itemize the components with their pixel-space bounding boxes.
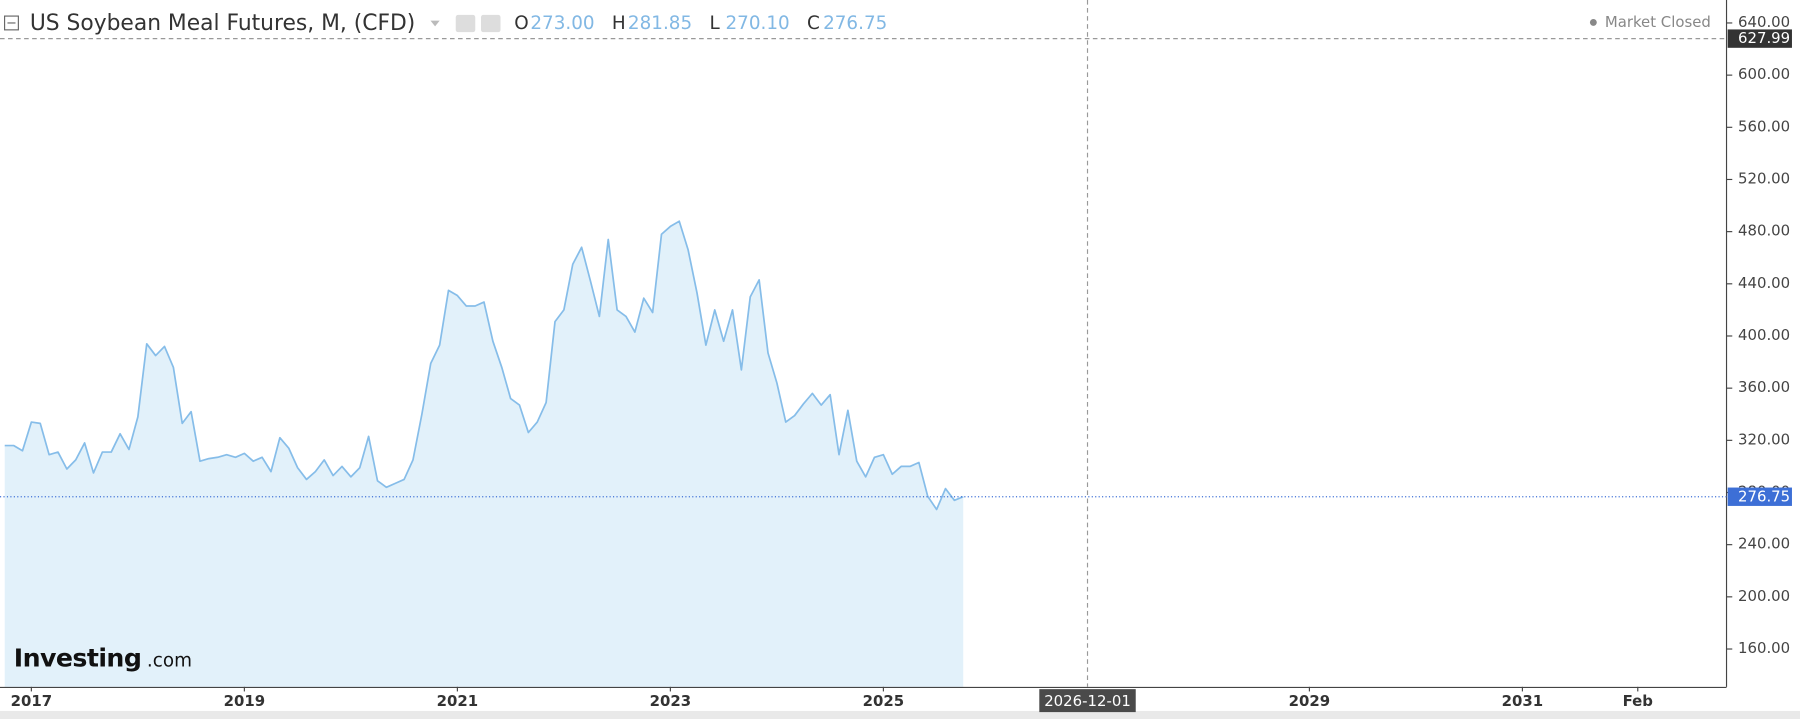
x-tick-label: 2021	[437, 692, 478, 710]
y-tick-label: 320.00	[1738, 430, 1790, 448]
ohlc-value: 281.85	[628, 13, 692, 34]
logo: Investing .com	[14, 643, 192, 672]
x-tick-label: Feb	[1623, 692, 1653, 710]
eye-icon[interactable]	[455, 14, 476, 33]
ohlc: O 273.00 H 281.85 L 270.10 C 276.75	[514, 13, 887, 34]
y-tick-label: 520.00	[1738, 169, 1790, 187]
logo-brand: Investing	[14, 643, 142, 672]
ohlc-key: O	[514, 13, 528, 34]
chart-title: US Soybean Meal Futures, M, (CFD)	[30, 11, 415, 36]
y-tick-label: 400.00	[1738, 326, 1790, 344]
plot	[4, 220, 964, 687]
x-tick-label: 2029	[1289, 692, 1330, 710]
last-price-box	[1727, 487, 1792, 506]
x-tick-label: 2019	[224, 692, 265, 710]
crosshair-y-label: 627.99	[1738, 29, 1790, 47]
x-tick-label: 2017	[11, 692, 52, 710]
crosshair-x-box	[1039, 689, 1136, 713]
y-tick-label: 560.00	[1738, 117, 1790, 135]
scrollbar	[0, 710, 1800, 719]
y-tick-label: 440.00	[1738, 274, 1790, 292]
ohlc-key: H	[612, 13, 626, 34]
y-tick-label: 360.00	[1738, 378, 1790, 396]
ohlc-value: 270.10	[726, 13, 790, 34]
ohlc-value: 276.75	[823, 13, 887, 34]
logo-suffix: .com	[147, 651, 192, 672]
ohlc-value: 273.00	[530, 13, 594, 34]
y-tick-label: 200.00	[1738, 587, 1790, 605]
status-dot	[1589, 18, 1597, 26]
ohlc-key: C	[807, 13, 820, 34]
header: US Soybean Meal Futures, M, (CFD) O 273.0…	[4, 11, 1711, 36]
last-price-label: 276.75	[1738, 487, 1790, 505]
crosshair-x-label: 2026-12-01	[1044, 692, 1131, 710]
y-tick-label: 480.00	[1738, 222, 1790, 240]
y-tick-label: 640.00	[1738, 13, 1790, 31]
settings-icon[interactable]	[480, 14, 501, 33]
market-status: Market Closed	[1605, 13, 1711, 31]
y-tick-label: 600.00	[1738, 65, 1790, 83]
crosshair-y-box	[1727, 29, 1792, 48]
collapse-icon[interactable]	[4, 15, 19, 31]
title-dropdown[interactable]	[430, 20, 440, 27]
area-fill	[4, 221, 964, 687]
y-tick-label: 240.00	[1738, 535, 1790, 553]
x-tick-label: 2023	[650, 692, 691, 710]
price-line	[4, 220, 964, 511]
x-tick-label: 2025	[863, 692, 904, 710]
ohlc-key: L	[709, 13, 720, 34]
x-tick-label: 2031	[1502, 692, 1543, 710]
y-tick-label: 160.00	[1738, 639, 1790, 657]
